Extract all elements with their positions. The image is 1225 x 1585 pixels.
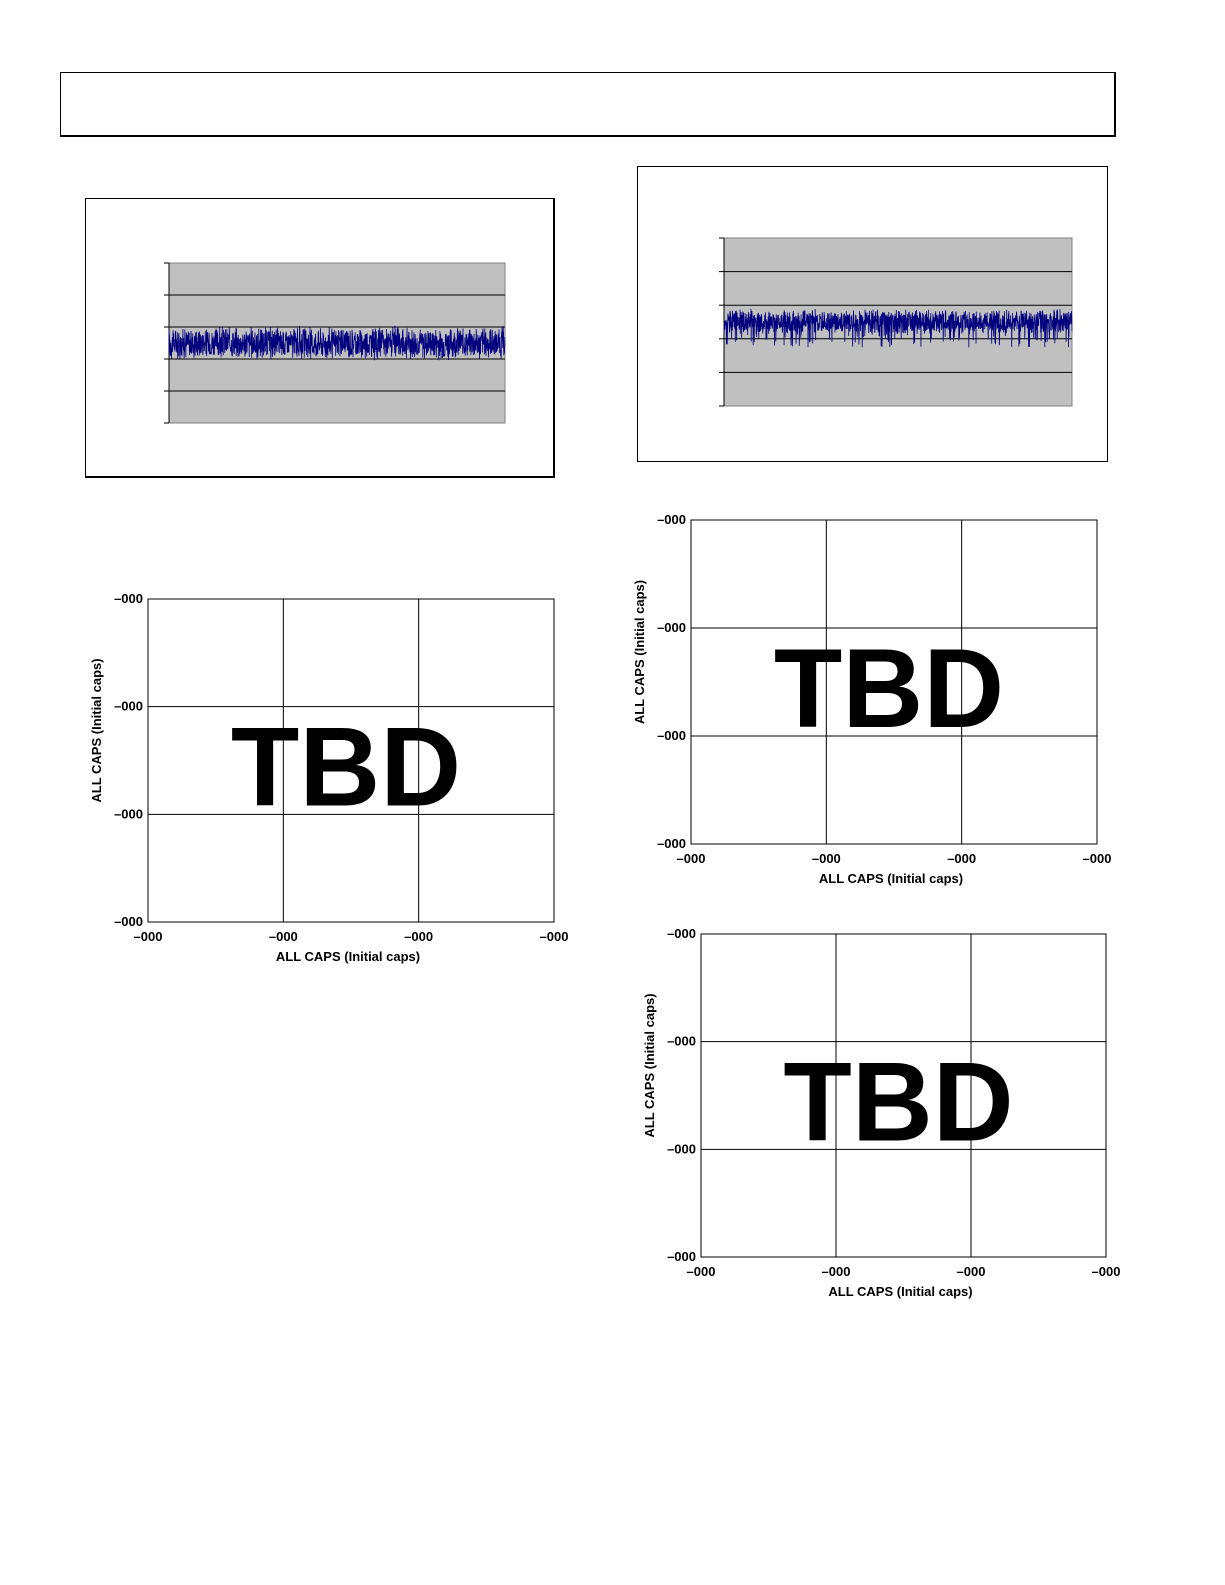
- x-tick-label: –000: [1083, 851, 1112, 866]
- x-tick-label: –000: [404, 929, 433, 944]
- page-header-box: [60, 72, 1116, 137]
- tbd-placeholder-text: TBD: [774, 626, 1004, 751]
- y-axis-title: ALL CAPS (Initial caps): [89, 658, 104, 802]
- noise-chart-2: [719, 237, 1073, 407]
- y-tick-label: –000: [657, 620, 686, 635]
- tbd-placeholder-text: TBD: [783, 1040, 1013, 1165]
- y-tick-label: –000: [114, 806, 143, 821]
- y-tick-label: –000: [657, 728, 686, 743]
- y-axis-title: ALL CAPS (Initial caps): [632, 580, 647, 724]
- y-tick-label: –000: [667, 926, 696, 941]
- x-axis-title: ALL CAPS (Initial caps): [276, 949, 420, 964]
- noise-chart-1: [164, 262, 506, 424]
- tbd-placeholder-text: TBD: [231, 705, 461, 830]
- y-tick-label: –000: [657, 836, 686, 851]
- x-axis-title: ALL CAPS (Initial caps): [828, 1284, 972, 1299]
- plot-border: [700, 933, 1107, 1258]
- x-tick-label: –000: [269, 929, 298, 944]
- noise-series-line: [168, 325, 506, 361]
- y-tick-label: –000: [114, 914, 143, 929]
- x-axis-title: ALL CAPS (Initial caps): [819, 871, 963, 886]
- y-axis-title: ALL CAPS (Initial caps): [642, 993, 657, 1137]
- x-tick-label: –000: [957, 1264, 986, 1279]
- y-tick-label: –000: [667, 1141, 696, 1156]
- x-tick-label: –000: [134, 929, 163, 944]
- y-tick-label: –000: [114, 699, 143, 714]
- plot-border: [147, 598, 555, 923]
- plot-border: [690, 519, 1098, 845]
- y-tick-label: –000: [657, 512, 686, 527]
- x-tick-label: –000: [812, 851, 841, 866]
- x-tick-label: –000: [947, 851, 976, 866]
- y-tick-label: –000: [667, 1034, 696, 1049]
- x-tick-label: –000: [540, 929, 569, 944]
- x-tick-label: –000: [687, 1264, 716, 1279]
- x-tick-label: –000: [822, 1264, 851, 1279]
- y-tick-label: –000: [114, 591, 143, 606]
- x-tick-label: –000: [677, 851, 706, 866]
- noise-series-line: [723, 308, 1073, 348]
- x-tick-label: –000: [1092, 1264, 1121, 1279]
- y-tick-label: –000: [667, 1249, 696, 1264]
